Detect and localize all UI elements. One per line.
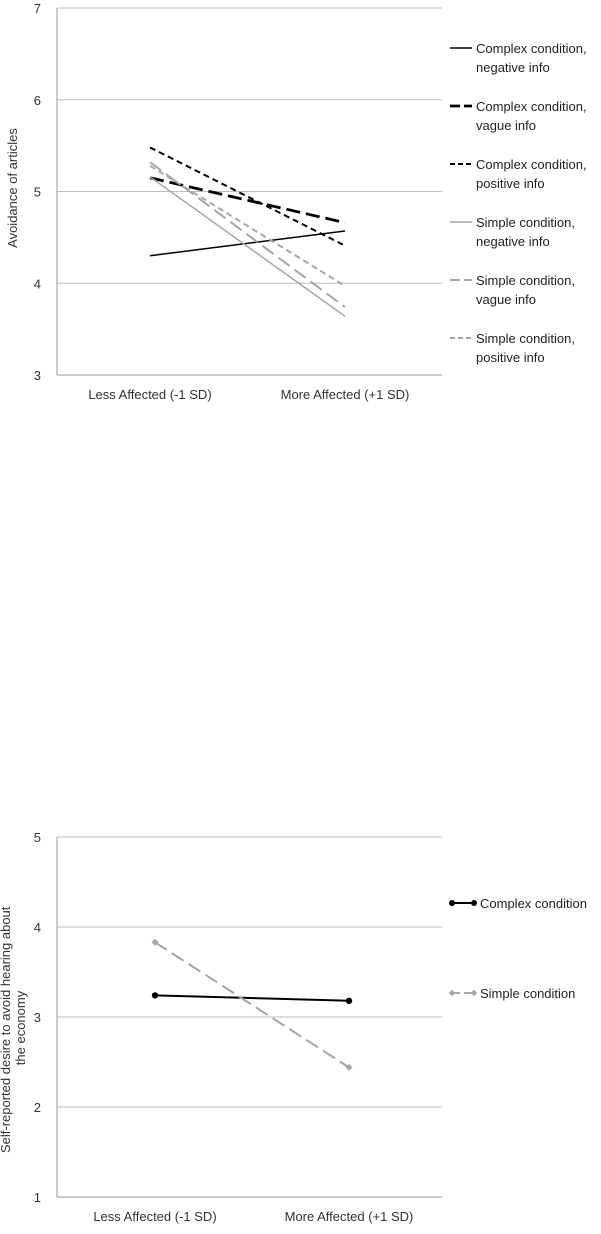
- c2-data-point: [151, 992, 159, 999]
- c2-y-tick-label: 3: [34, 1010, 41, 1025]
- c1-y-tick-label: 4: [34, 276, 41, 291]
- c2-y-tick-label: 5: [34, 830, 41, 845]
- c1-series-line: [149, 230, 346, 257]
- c1-y-tick-label: 5: [34, 185, 41, 200]
- c1-legend-label: Complex condition, negative info: [476, 41, 587, 75]
- c1-y-tick-label: 6: [34, 93, 41, 108]
- c2-legend-marker: [448, 989, 456, 997]
- c1-x-tick-label: Less Affected (-1 SD): [88, 387, 211, 402]
- chart2-legend: Complex condition Simple condition: [448, 896, 587, 1001]
- c2-x-tick-label: Less Affected (-1 SD): [93, 1209, 216, 1224]
- c2-y-tick-label: 2: [34, 1100, 41, 1115]
- c2-legend-label: Simple condition: [480, 986, 575, 1001]
- c1-legend-label: Complex condition, positive info: [476, 157, 587, 191]
- c1-legend-label: Simple condition, negative info: [476, 215, 575, 249]
- chart1-y-tick-labels: 3 4 5 6 7: [34, 1, 41, 383]
- chart1-gridlines: [57, 7, 442, 284]
- c2-y-tick-label: 4: [34, 920, 41, 935]
- c1-y-tick-label: 3: [34, 368, 41, 383]
- chart1-legend: Complex condition, negative info Complex c…: [450, 41, 587, 365]
- c1-x-tick-label: More Affected (+1 SD): [281, 387, 410, 402]
- chart1-axes: [56, 8, 442, 376]
- c2-data-point: [345, 997, 353, 1004]
- c2-y-tick-label: 1: [34, 1190, 41, 1205]
- chart1-series-lines: [149, 146, 346, 317]
- c2-legend-label: Complex condition: [480, 896, 587, 911]
- c1-series-line: [149, 176, 346, 317]
- chart1-y-axis-label: Avoidance of articles: [5, 128, 20, 248]
- chart2-series-lines: [151, 938, 353, 1071]
- c2-legend-marker: [471, 900, 477, 906]
- c2-x-tick-label: More Affected (+1 SD): [285, 1209, 414, 1224]
- c1-series-line: [149, 176, 346, 225]
- c1-legend-label: Complex condition, vague info: [476, 99, 587, 133]
- c2-series-line: [154, 994, 350, 1002]
- c1-y-tick-label: 7: [34, 1, 41, 16]
- c2-data-point: [151, 938, 159, 946]
- chart2-gridlines: [57, 836, 442, 1108]
- chart2-y-tick-labels: 1 2 3 4 5: [34, 830, 41, 1205]
- chart2-x-tick-labels: Less Affected (-1 SD) More Affected (+1 S…: [93, 1209, 413, 1224]
- c2-series-line: [154, 941, 350, 1069]
- c2-legend-marker: [449, 900, 455, 906]
- c1-legend-label: Simple condition, vague info: [476, 273, 575, 307]
- c1-series-line: [149, 161, 346, 308]
- chart2-axes: [56, 837, 442, 1198]
- chart-avoidance-of-articles: 3 4 5 6 7 Less Affected (-1 SD) More Affected…: [5, 1, 587, 402]
- chart-desire-to-avoid-economy: 1 2 3 4 5 Less Affected (-1 SD) More Affected…: [0, 830, 587, 1224]
- c1-series-line: [149, 146, 346, 247]
- chart2-y-axis-label: Self-reported desire to avoid hearing ab…: [0, 903, 28, 1153]
- c2-legend-marker: [470, 989, 478, 997]
- c1-series-line: [149, 164, 346, 287]
- c1-legend-label: Simple condition, positive info: [476, 331, 575, 365]
- chart1-x-tick-labels: Less Affected (-1 SD) More Affected (+1 S…: [88, 387, 409, 402]
